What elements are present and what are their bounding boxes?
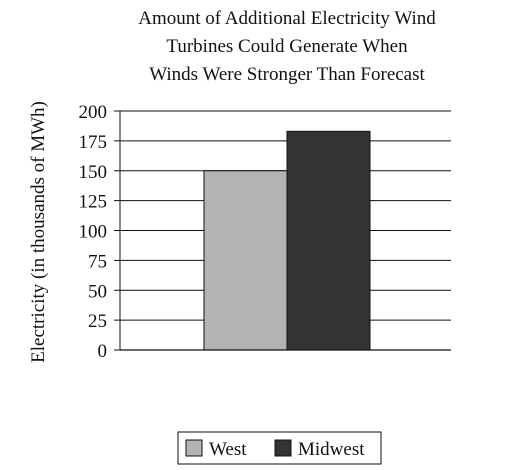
legend-label-west: West <box>209 439 247 460</box>
title-line: Turbines Could Generate When <box>166 36 408 57</box>
y-tick-label: 75 <box>88 251 107 272</box>
chart-title: Amount of Additional Electricity Wind Tur… <box>138 8 436 85</box>
y-tick-label: 175 <box>79 132 108 153</box>
legend: West Midwest <box>177 431 382 465</box>
bar-midwest <box>286 130 371 351</box>
bars <box>203 130 371 351</box>
axes <box>119 111 451 351</box>
legend-swatch-midwest <box>274 439 292 457</box>
y-tick-label: 125 <box>79 192 108 213</box>
title-line: Winds Were Stronger Than Forecast <box>149 64 425 85</box>
y-tick-label: 0 <box>98 341 108 362</box>
legend-swatch-west <box>185 439 203 457</box>
y-axis-label: Electricity (in thousands of MWh) <box>28 101 49 363</box>
bar-west <box>203 170 288 351</box>
legend-label-midwest: Midwest <box>298 439 365 460</box>
title-line: Amount of Additional Electricity Wind <box>138 8 436 29</box>
y-tick-label: 150 <box>79 162 108 183</box>
y-tick-label: 25 <box>88 311 107 332</box>
y-tick-label: 50 <box>88 281 107 302</box>
y-tick-labels: 0 25 50 75 100 125 150 175 200 <box>79 102 108 362</box>
y-tick-label: 100 <box>79 222 108 243</box>
y-tick-label: 200 <box>79 102 108 123</box>
